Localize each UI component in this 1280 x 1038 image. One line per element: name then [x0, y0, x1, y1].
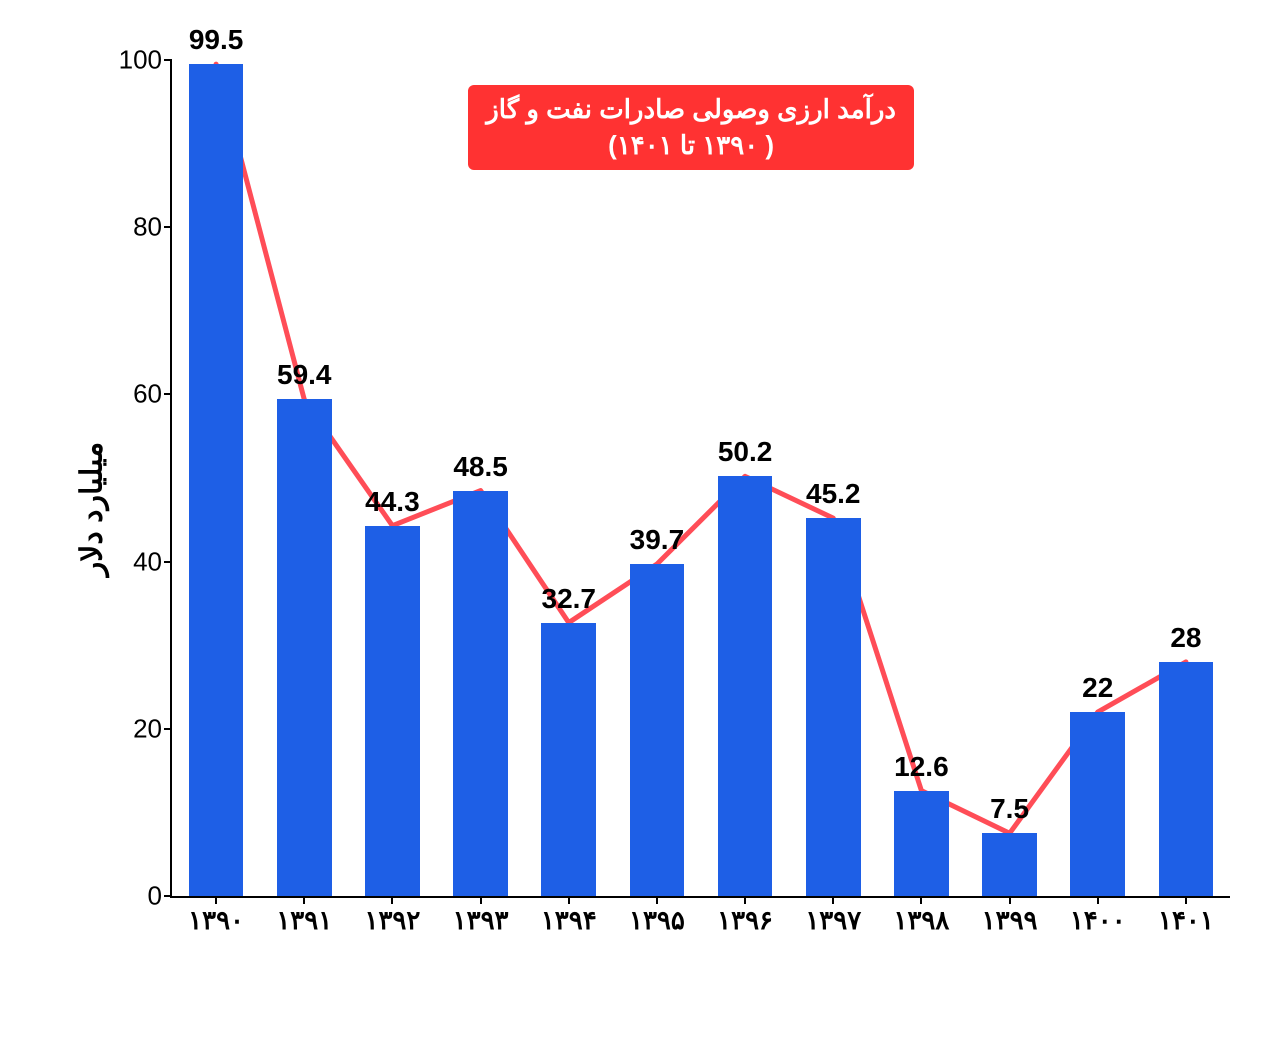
bar-value-label: 7.5	[990, 793, 1029, 825]
x-tick-label: ۱۳۹۹	[982, 905, 1038, 936]
x-tick-label: ۱۳۹۰	[188, 905, 244, 936]
bar-value-label: 99.5	[189, 24, 244, 56]
bar-value-label: 22	[1082, 672, 1113, 704]
x-tick-label: ۱۴۰۰	[1070, 905, 1126, 936]
chart-title-line2: ( ۱۳۹۰ تا ۱۴۰۱)	[486, 127, 896, 163]
y-tick-label: 60	[112, 379, 162, 410]
x-tick-label: ۱۳۹۵	[629, 905, 685, 936]
x-tick-label: ۱۴۰۱	[1158, 905, 1214, 936]
bar	[541, 623, 596, 896]
y-tick-mark	[164, 59, 172, 61]
y-tick-label: 0	[112, 881, 162, 912]
x-tick-mark	[920, 896, 922, 904]
x-tick-mark	[391, 896, 393, 904]
chart-container: میلیارد دلار 020406080100۱۳۹۰99.5۱۳۹۱59.…	[60, 40, 1240, 978]
bar	[1159, 662, 1214, 896]
x-tick-mark	[832, 896, 834, 904]
bar-value-label: 39.7	[630, 524, 685, 556]
y-tick-mark	[164, 561, 172, 563]
bar-value-label: 28	[1170, 622, 1201, 654]
y-tick-label: 80	[112, 212, 162, 243]
bar	[1070, 712, 1125, 896]
bar	[189, 64, 244, 896]
bar	[453, 491, 508, 896]
x-tick-mark	[215, 896, 217, 904]
x-tick-mark	[480, 896, 482, 904]
y-tick-mark	[164, 393, 172, 395]
x-tick-label: ۱۳۹۲	[364, 905, 420, 936]
x-tick-label: ۱۳۹۴	[541, 905, 597, 936]
bar-value-label: 32.7	[542, 583, 597, 615]
y-tick-label: 20	[112, 713, 162, 744]
bar	[982, 833, 1037, 896]
x-tick-mark	[303, 896, 305, 904]
y-tick-label: 100	[112, 45, 162, 76]
bar-value-label: 48.5	[453, 451, 508, 483]
y-axis-label: میلیارد دلار	[75, 442, 110, 576]
x-tick-mark	[1185, 896, 1187, 904]
bar-value-label: 12.6	[894, 751, 949, 783]
y-tick-mark	[164, 728, 172, 730]
bar	[630, 564, 685, 896]
x-tick-mark	[1097, 896, 1099, 904]
plot-area: 020406080100۱۳۹۰99.5۱۳۹۱59.4۱۳۹۲44.3۱۳۹۳…	[170, 60, 1230, 898]
x-tick-mark	[1009, 896, 1011, 904]
x-tick-mark	[656, 896, 658, 904]
bar	[718, 476, 773, 896]
y-tick-label: 40	[112, 546, 162, 577]
bar	[806, 518, 861, 896]
chart-title: درآمد ارزی وصولی صادرات نفت و گاز( ۱۳۹۰ …	[468, 85, 914, 170]
x-tick-label: ۱۳۹۷	[805, 905, 861, 936]
bar	[277, 399, 332, 896]
x-tick-mark	[568, 896, 570, 904]
x-tick-mark	[744, 896, 746, 904]
y-tick-mark	[164, 226, 172, 228]
x-tick-label: ۱۳۹۳	[453, 905, 509, 936]
bar	[365, 526, 420, 896]
bar-value-label: 44.3	[365, 486, 420, 518]
bar-value-label: 59.4	[277, 359, 332, 391]
x-tick-label: ۱۳۹۸	[893, 905, 949, 936]
bar	[894, 791, 949, 896]
bar-value-label: 45.2	[806, 478, 861, 510]
x-tick-label: ۱۳۹۱	[276, 905, 332, 936]
y-tick-mark	[164, 895, 172, 897]
bar-value-label: 50.2	[718, 436, 773, 468]
x-tick-label: ۱۳۹۶	[717, 905, 773, 936]
chart-title-line1: درآمد ارزی وصولی صادرات نفت و گاز	[486, 91, 896, 127]
